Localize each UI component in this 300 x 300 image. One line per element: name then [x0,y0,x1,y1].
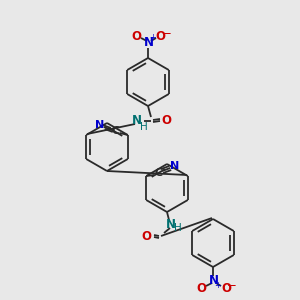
Text: C: C [154,168,162,178]
Text: +: + [150,32,156,41]
Text: N: N [95,120,104,130]
Text: O: O [161,113,171,127]
Text: N: N [132,115,142,128]
Text: H: H [174,223,182,233]
Text: O: O [196,281,206,295]
Text: −: − [162,28,172,40]
Text: O: O [141,230,151,242]
Text: N: N [169,161,179,171]
Text: N: N [144,37,154,50]
Text: O: O [221,281,231,295]
Text: N: N [166,218,176,230]
Text: +: + [214,281,221,290]
Text: −: − [227,278,237,292]
Text: C: C [112,126,120,136]
Text: N: N [209,274,219,287]
Text: O: O [155,29,165,43]
Text: H: H [140,122,148,132]
Text: O: O [131,29,141,43]
